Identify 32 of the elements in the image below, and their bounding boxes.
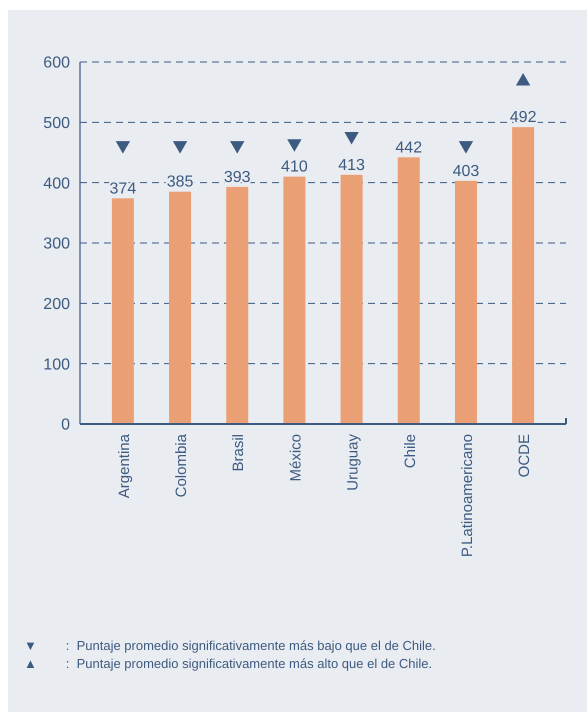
x-tick-label: Chile: [402, 434, 419, 468]
y-tick-label: 100: [43, 356, 70, 374]
x-tick-label: Colombia: [173, 433, 190, 498]
bar: [226, 186, 248, 424]
bar: [340, 174, 363, 424]
x-tick-label: Argentina: [116, 433, 133, 498]
y-tick-label: 400: [43, 175, 70, 192]
x-tick-label: OCDE: [516, 434, 534, 478]
bar: [283, 176, 306, 424]
x-tick-label: Uruguay: [344, 434, 362, 491]
data-label: 492: [510, 109, 537, 126]
bar: [512, 127, 534, 424]
y-tick-label: 200: [43, 296, 70, 313]
data-label: 413: [338, 156, 366, 174]
x-tick-label: Brasil: [230, 434, 248, 472]
data-label: 403: [452, 162, 480, 180]
text: ▲ : Puntaje promedio significativamente más alto que el de Chile.: [24, 656, 432, 671]
y-tick-label: 300: [43, 236, 70, 253]
bar: [169, 192, 192, 424]
bar: [112, 198, 134, 424]
data-label: 393: [224, 168, 251, 186]
x-tick-label: P.Latinoamericano: [458, 434, 476, 558]
data-label: 374: [110, 180, 136, 198]
x-tick-label: México: [287, 434, 304, 482]
text: ▼ : Puntaje promedio significativamente más bajo que el de Chile.: [24, 638, 436, 653]
y-tick-label: 0: [61, 416, 70, 434]
y-tick-label: 500: [43, 114, 70, 132]
bar: [454, 180, 477, 424]
bar: [398, 157, 420, 424]
y-tick-label: 600: [43, 54, 70, 72]
data-label: 442: [395, 139, 422, 156]
data-label: 410: [281, 158, 308, 176]
